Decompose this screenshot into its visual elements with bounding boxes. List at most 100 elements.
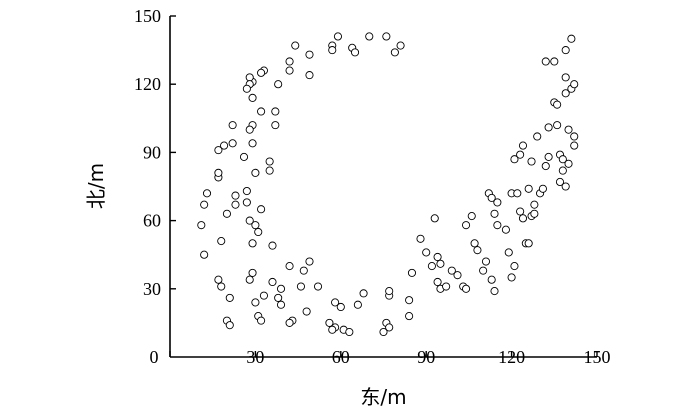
data-point <box>473 246 482 255</box>
data-point <box>197 221 206 230</box>
data-point <box>507 273 516 282</box>
data-point <box>561 182 570 191</box>
data-point <box>544 123 553 132</box>
x-tick-label: 120 <box>498 347 525 367</box>
data-point <box>530 209 539 218</box>
y-tick-label: 90 <box>143 142 161 162</box>
data-point <box>442 282 451 291</box>
data-point <box>248 239 257 248</box>
data-point <box>504 248 513 257</box>
data-point <box>453 271 462 280</box>
data-point <box>265 157 274 166</box>
data-point <box>220 141 229 150</box>
data-point <box>285 57 294 66</box>
data-point <box>365 32 374 41</box>
data-point <box>561 89 570 98</box>
data-point <box>248 139 257 148</box>
data-point <box>225 321 234 330</box>
data-point <box>285 318 294 327</box>
data-point <box>228 139 237 148</box>
data-point <box>257 316 266 325</box>
data-point <box>285 262 294 271</box>
data-point <box>274 293 283 302</box>
data-point <box>225 293 234 302</box>
data-point <box>331 298 340 307</box>
data-point <box>242 198 251 207</box>
y-axis-title: 北/m <box>84 163 108 209</box>
data-point <box>516 150 525 159</box>
data-point <box>430 214 439 223</box>
data-point <box>427 262 436 271</box>
data-point <box>257 107 266 116</box>
data-point <box>271 121 280 130</box>
data-point <box>487 193 496 202</box>
data-point <box>257 205 266 214</box>
x-tick-label: 150 <box>584 347 611 367</box>
data-point <box>305 71 314 80</box>
y-tick-label: 150 <box>134 6 161 26</box>
x-tick-label: 30 <box>246 347 264 367</box>
data-point <box>305 257 314 266</box>
data-point <box>462 221 471 230</box>
data-point <box>242 84 251 93</box>
data-point <box>285 66 294 75</box>
data-point <box>570 80 579 89</box>
axis-ticks <box>169 15 598 357</box>
x-tick-label: 60 <box>332 347 350 367</box>
data-point <box>561 46 570 55</box>
data-point <box>567 34 576 43</box>
data-point <box>405 312 414 321</box>
data-point <box>353 300 362 309</box>
data-point <box>274 80 283 89</box>
data-point <box>350 48 360 57</box>
data-point <box>231 191 240 200</box>
data-point <box>328 46 337 55</box>
y-tick-label: 60 <box>143 211 161 231</box>
data-point <box>524 184 533 193</box>
data-point <box>396 41 405 50</box>
data-point <box>501 225 510 234</box>
data-point <box>239 152 249 161</box>
data-point <box>422 248 431 257</box>
data-point <box>564 159 573 168</box>
data-point <box>470 239 479 248</box>
data-point <box>570 132 579 141</box>
data-point <box>390 48 399 57</box>
data-point <box>251 298 260 307</box>
axes <box>169 16 597 358</box>
data-point <box>490 287 499 296</box>
data-point <box>447 266 456 275</box>
data-point <box>257 68 266 77</box>
data-point <box>245 125 254 134</box>
data-point <box>533 132 542 141</box>
data-point <box>248 268 257 277</box>
data-point <box>518 141 528 150</box>
data-point <box>558 155 567 164</box>
x-tick-label: 0 <box>150 347 159 367</box>
data-point <box>336 302 345 312</box>
data-point <box>245 216 254 225</box>
data-point <box>553 100 562 109</box>
data-point <box>487 275 496 284</box>
data-point <box>245 275 254 284</box>
data-point <box>541 57 550 66</box>
data-point <box>333 32 343 41</box>
data-point <box>214 275 223 284</box>
data-point <box>570 141 579 150</box>
data-point <box>202 189 212 198</box>
data-point <box>254 227 263 237</box>
data-point <box>265 166 274 175</box>
data-point <box>481 257 491 266</box>
data-point <box>248 93 257 102</box>
data-point <box>416 234 425 243</box>
y-tick-label: 120 <box>134 74 161 94</box>
data-point <box>561 73 570 82</box>
y-tick-label: 30 <box>143 279 161 299</box>
data-point <box>405 296 414 305</box>
data-point <box>214 146 223 155</box>
data-point <box>436 259 445 268</box>
data-point <box>276 300 286 309</box>
data-point <box>251 221 260 230</box>
data-point <box>493 198 502 207</box>
